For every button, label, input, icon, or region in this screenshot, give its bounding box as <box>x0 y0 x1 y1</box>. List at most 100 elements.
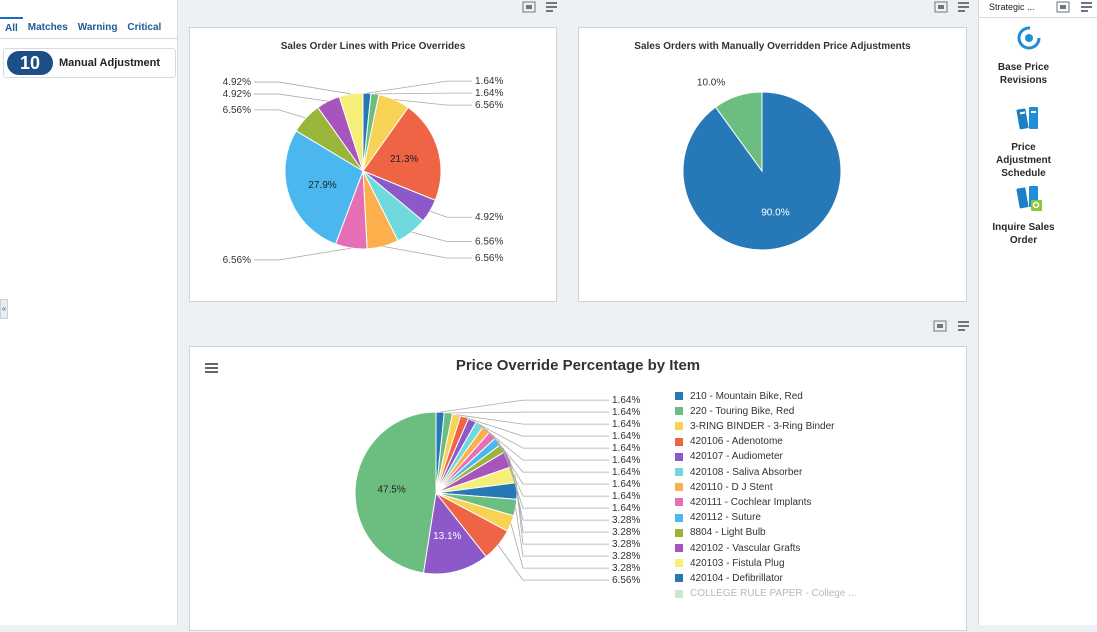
slice-data-label: 1.64% <box>612 443 640 454</box>
options-icon[interactable] <box>957 320 971 332</box>
manual-adjustment-row[interactable]: 10 Manual Adjustment <box>3 48 176 78</box>
legend-label: 420111 - Cochlear Implants <box>690 496 812 508</box>
legend-swatch <box>675 437 683 446</box>
count-badge: 10 <box>7 51 53 75</box>
legend-item[interactable]: 420112 - Suture <box>675 511 761 525</box>
slice-connector <box>510 523 609 569</box>
maximize-icon[interactable] <box>522 1 536 13</box>
slice-data-label: 6.56% <box>475 237 503 248</box>
slice-connector <box>254 81 352 95</box>
legend-swatch <box>675 589 683 598</box>
slice-data-label: 10.0% <box>697 78 725 89</box>
legend-item[interactable]: 3-RING BINDER - 3-Ring Binder <box>675 419 834 433</box>
tab-critical[interactable]: Critical <box>127 22 162 33</box>
options-icon[interactable] <box>545 1 559 13</box>
slice-data-label: 6.56% <box>612 575 640 586</box>
slice-connector <box>254 93 329 102</box>
legend-label: 420106 - Adenotome <box>690 436 783 448</box>
legend-item[interactable]: 420108 - Saliva Absorber <box>675 465 802 479</box>
left-panel: All Matches Warning Critical 10 Manual A… <box>0 0 178 625</box>
slice-connector <box>516 490 609 545</box>
legend-label: 8804 - Light Bulb <box>690 527 766 539</box>
slice-data-label: 90.0% <box>761 207 789 218</box>
maximize-icon[interactable] <box>933 320 947 332</box>
legend-swatch <box>675 528 683 537</box>
inquire-sales-label-line1: Inquire Sales <box>992 222 1055 233</box>
slice-data-label: 13.1% <box>433 531 461 542</box>
legend-swatch <box>675 498 683 507</box>
slice-data-label: 3.28% <box>612 563 640 574</box>
slice-data-label: 3.28% <box>612 527 640 538</box>
inquire-sales-label-line2: Order <box>1009 235 1038 246</box>
price-adjustment-label-line2: Adjustment <box>996 155 1051 166</box>
price-adjustment-label-line1: Price <box>1011 142 1036 153</box>
chart3-title: Price Override Percentage by Item <box>455 357 701 374</box>
legend-item[interactable]: 8804 - Light Bulb <box>675 526 766 540</box>
legend-label: 420107 - Audiometer <box>690 451 783 463</box>
tab-warning[interactable]: Warning <box>77 22 118 33</box>
binders-icon <box>1016 107 1038 130</box>
legend-label: 420110 - D J Stent <box>690 481 773 493</box>
slice-data-label: 1.64% <box>612 479 640 490</box>
legend-swatch <box>675 513 683 522</box>
legend-swatch <box>675 559 683 568</box>
legend-swatch <box>675 452 683 461</box>
legend-item[interactable]: 210 - Mountain Bike, Red <box>675 389 803 403</box>
slice-data-label: 1.64% <box>612 503 640 514</box>
pie-slice[interactable] <box>422 491 487 575</box>
slice-connector <box>366 80 472 94</box>
legend-swatch <box>675 544 683 552</box>
slice-data-label: 1.64% <box>612 407 640 418</box>
legend-swatch <box>675 468 683 476</box>
pie-slice[interactable] <box>362 106 442 201</box>
slice-connector <box>440 399 609 413</box>
legend-item[interactable]: 420104 - Defibrillator <box>675 571 783 585</box>
legend-item[interactable]: 420107 - Audiometer <box>675 450 783 464</box>
slice-connector <box>515 507 609 557</box>
pie-slice[interactable] <box>284 130 364 245</box>
legend-item[interactable]: 420102 - Vascular Grafts <box>675 541 800 555</box>
slice-connector <box>514 474 609 533</box>
chart3-card: Price Override Percentage by Item 13.1% 4… <box>189 346 967 631</box>
hamburger-menu-icon[interactable] <box>204 361 220 375</box>
slice-connector <box>374 92 472 95</box>
legend-label: 420103 - Fistula Plug <box>690 557 785 569</box>
slice-connector <box>509 458 609 521</box>
slice-data-label: 1.64% <box>612 467 640 478</box>
legend-item[interactable]: 420106 - Adenotome <box>675 435 783 449</box>
slice-connector <box>479 424 609 461</box>
slice-connector <box>448 411 609 414</box>
legend-item[interactable]: 420111 - Cochlear Implants <box>675 495 811 509</box>
legend-swatch <box>675 483 683 492</box>
base-price-label-line2: Revisions <box>999 75 1048 86</box>
legend-item[interactable]: COLLEGE RULE PAPER - College ... <box>675 587 857 601</box>
slice-data-label: 1.64% <box>612 455 640 466</box>
slice-connector <box>456 414 609 425</box>
legend-swatch <box>675 574 683 583</box>
slice-connector <box>464 416 609 437</box>
legend-item[interactable]: 220 - Touring Bike, Red <box>675 404 794 418</box>
slice-connector <box>254 109 306 119</box>
slice-connector <box>502 447 609 509</box>
options-icon[interactable] <box>1080 1 1094 13</box>
legend-label: 420108 - Saliva Absorber <box>690 466 803 478</box>
pie-slice[interactable] <box>714 91 763 173</box>
maximize-icon[interactable] <box>934 1 948 13</box>
pie-slice[interactable] <box>354 411 437 574</box>
price-adjustment-label-line3: Schedule <box>1001 168 1046 179</box>
options-icon[interactable] <box>957 1 971 13</box>
chart2-panel: Sales Orders with Manually Overridden Pr… <box>570 0 975 314</box>
slice-data-label: 3.28% <box>612 551 640 562</box>
collapse-panel-button[interactable]: « <box>0 299 8 319</box>
legend-label: 220 - Touring Bike, Red <box>690 405 795 417</box>
maximize-icon[interactable] <box>1056 1 1070 13</box>
slice-connector <box>394 99 472 106</box>
tab-all[interactable]: All <box>0 17 23 39</box>
legend-item[interactable]: 420110 - D J Stent <box>675 480 773 494</box>
slice-connector <box>382 246 472 259</box>
slice-data-label: 6.56% <box>475 253 503 264</box>
slice-data-label: 4.92% <box>223 89 251 100</box>
tab-matches[interactable]: Matches <box>27 22 68 33</box>
slice-connector <box>254 247 352 261</box>
legend-item[interactable]: 420103 - Fistula Plug <box>675 556 785 570</box>
